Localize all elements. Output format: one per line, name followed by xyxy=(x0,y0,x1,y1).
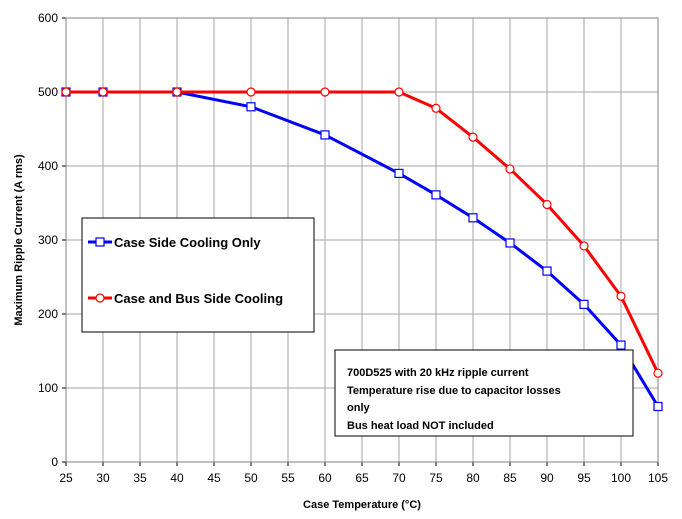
x-tick-label: 95 xyxy=(577,471,591,485)
y-tick-label: 600 xyxy=(38,11,58,25)
y-tick-label: 500 xyxy=(38,85,58,99)
series-layer xyxy=(61,87,663,412)
annotation-box xyxy=(334,349,634,437)
data-point-square xyxy=(468,213,478,223)
x-axis-title: Case Temperature (°C) xyxy=(303,499,421,511)
x-tick-label: 85 xyxy=(503,471,517,485)
y-tick-label: 0 xyxy=(51,455,58,469)
data-point-circle xyxy=(616,291,626,301)
data-point-square xyxy=(542,266,552,276)
legend-marker-square xyxy=(95,237,105,247)
data-point-square xyxy=(653,401,663,412)
x-tick-label: 30 xyxy=(96,471,110,485)
y-tick-label: 200 xyxy=(38,307,58,321)
x-tick-label: 90 xyxy=(540,471,554,485)
x-tick-label: 70 xyxy=(392,471,406,485)
data-point-square xyxy=(579,299,589,309)
data-point-square xyxy=(320,130,330,140)
annotation-line-1: 700D525 with 20 kHz ripple current xyxy=(347,367,529,379)
annotation-line-3: only xyxy=(347,402,370,414)
annotation-line-4: Bus heat load NOT included xyxy=(347,420,494,432)
data-point-circle xyxy=(542,199,552,210)
data-point-circle xyxy=(98,87,108,97)
y-tick-label: 400 xyxy=(38,159,58,173)
x-tick-label: 80 xyxy=(466,471,480,485)
x-tick-label: 50 xyxy=(244,471,258,485)
data-point-square xyxy=(616,340,626,350)
data-point-circle xyxy=(320,87,330,97)
data-point-circle xyxy=(431,103,441,113)
x-tick-label: 35 xyxy=(133,471,147,485)
x-tick-label: 75 xyxy=(429,471,443,485)
data-point-square xyxy=(431,190,441,200)
data-point-circle xyxy=(394,87,404,97)
y-tick-label: 300 xyxy=(38,233,58,247)
data-point-square xyxy=(394,168,404,178)
axes: 25 30 35 40 45 50 55 60 65 70 75 80 85 90 95 100 105 0 100… xyxy=(38,11,668,485)
data-point-circle xyxy=(246,87,256,97)
data-point-circle xyxy=(653,368,663,378)
annotation: 700D525 with 20 kHz ripple current Tempe… xyxy=(334,349,634,437)
legend-marker-circle xyxy=(95,293,105,303)
x-tick-label: 45 xyxy=(207,471,221,485)
x-tick-label: 65 xyxy=(355,471,369,485)
x-tick-label: 100 xyxy=(611,471,631,485)
y-axis-title: Maximum Ripple Current (A rms) xyxy=(13,154,25,326)
x-tick-label: 55 xyxy=(281,471,295,485)
legend-box xyxy=(81,217,315,333)
legend-label-red: Case and Bus Side Cooling xyxy=(114,291,283,306)
x-tick-label: 40 xyxy=(170,471,184,485)
data-point-circle xyxy=(61,87,71,97)
x-tick-label: 105 xyxy=(648,471,668,485)
data-point-square xyxy=(246,102,256,112)
x-tick-label: 60 xyxy=(318,471,332,485)
data-point-circle xyxy=(579,241,589,251)
y-tick-label: 100 xyxy=(38,381,58,395)
data-point-circle xyxy=(172,87,182,97)
plot-border xyxy=(65,17,659,463)
annotation-line-2: Temperature rise due to capacitor losses xyxy=(347,385,561,397)
data-point-circle xyxy=(468,132,478,142)
data-point-square xyxy=(505,238,515,248)
data-point-circle xyxy=(505,164,515,174)
x-tick-label: 25 xyxy=(59,471,73,485)
legend-label-blue: Case Side Cooling Only xyxy=(114,235,261,250)
legend: Case Side Cooling Only Case and Bus Side… xyxy=(81,217,315,333)
